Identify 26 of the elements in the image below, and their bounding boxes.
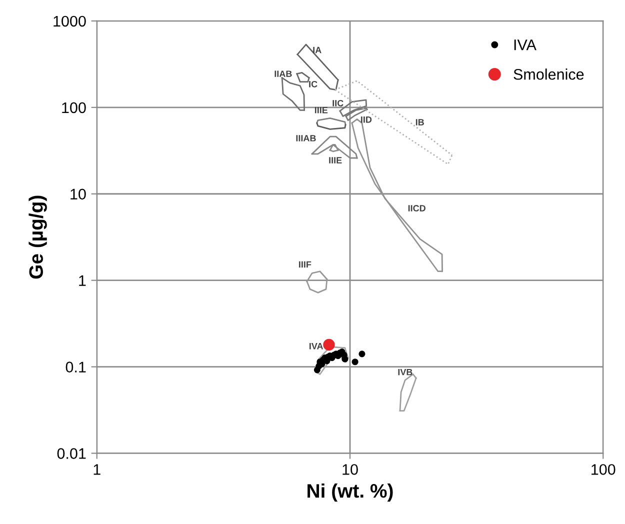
- x-tick-label: 100: [592, 464, 616, 475]
- annotation: IIAB: [274, 70, 292, 77]
- x-tick-label: 10: [342, 464, 358, 475]
- y-tick-label: 10: [70, 188, 86, 200]
- legend-label: IVA: [514, 40, 536, 50]
- annotation: IIIF: [299, 261, 312, 268]
- annotation: IC: [309, 80, 318, 88]
- annotation: IICD: [408, 205, 426, 212]
- legend-label: Smolenice: [514, 68, 584, 80]
- y-tick-label: 1: [79, 275, 86, 286]
- y-tick-label: 0.1: [66, 362, 86, 372]
- annotation: IID: [361, 116, 372, 123]
- annotation: IB: [416, 119, 424, 126]
- annotation: IIIE: [314, 107, 328, 114]
- annotation: IVB: [398, 368, 412, 376]
- x-tick-label: 1: [94, 464, 100, 475]
- annotation: IA: [313, 46, 322, 54]
- y-tick-label: 100: [62, 102, 86, 114]
- annotation: IIIAB: [296, 135, 316, 142]
- y-axis-title: Ge (µg/g): [28, 196, 47, 279]
- annotation: IVA: [309, 343, 324, 350]
- y-tick-label: 0.01: [57, 448, 86, 459]
- y-tick-label: 1000: [54, 16, 86, 27]
- annotation: IIIE: [329, 157, 342, 164]
- annotation: IIC: [332, 100, 344, 106]
- x-axis-title: Ni (wt. %): [308, 483, 393, 502]
